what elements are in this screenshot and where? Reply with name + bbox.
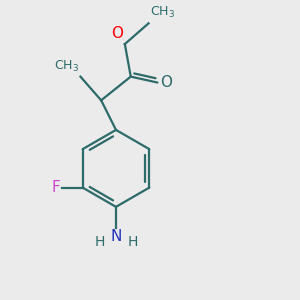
Text: H: H	[94, 235, 105, 249]
Text: CH$_3$: CH$_3$	[150, 5, 175, 20]
Text: N: N	[110, 229, 122, 244]
Text: CH$_3$: CH$_3$	[54, 58, 79, 74]
Text: O: O	[160, 75, 172, 90]
Text: F: F	[52, 180, 60, 195]
Text: O: O	[111, 26, 123, 41]
Text: H: H	[127, 235, 138, 249]
